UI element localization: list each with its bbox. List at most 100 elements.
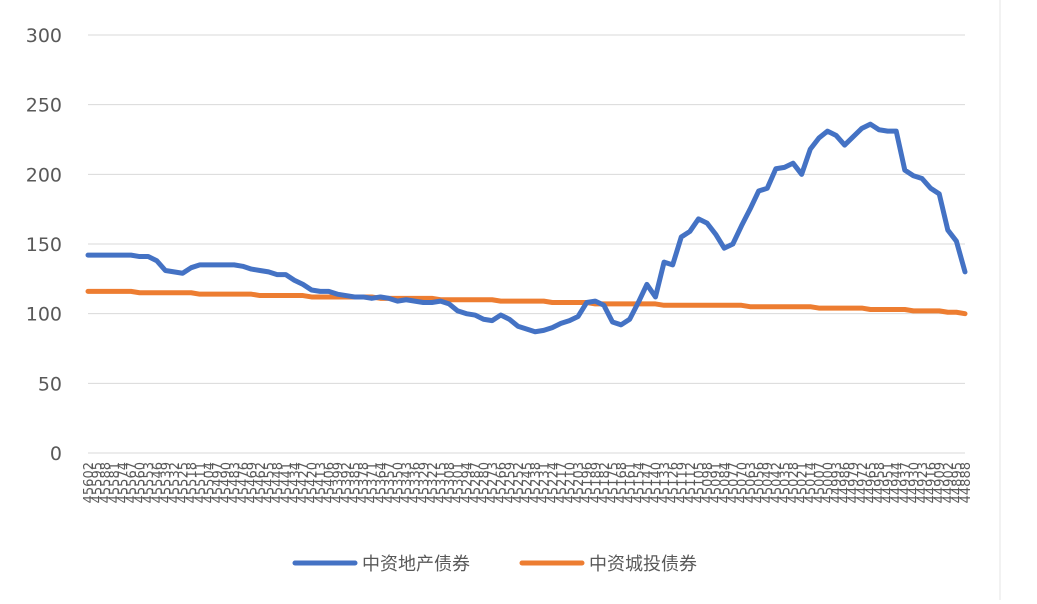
- x-tick-label: 44909: [933, 462, 948, 503]
- x-tick-label: 45490: [220, 462, 235, 503]
- x-tick-label: 45322: [426, 462, 441, 503]
- x-tick-label: 45315: [435, 462, 450, 503]
- x-tick-label: 45084: [718, 462, 733, 503]
- x-tick-label: 45280: [478, 462, 493, 503]
- x-tick-label: 45000: [821, 462, 836, 503]
- y-tick-label: 50: [38, 373, 62, 395]
- x-tick-label: 44979: [847, 462, 862, 503]
- x-tick-label: 45168: [615, 462, 630, 503]
- x-tick-label: 45231: [538, 462, 553, 503]
- x-tick-label: 44916: [925, 462, 940, 503]
- x-tick-label: 44972: [856, 462, 871, 503]
- x-tick-label: 45063: [744, 462, 759, 503]
- x-tick-label: 45161: [624, 462, 639, 503]
- x-tick-label: 45273: [486, 462, 501, 503]
- x-tick-label: 45413: [314, 462, 329, 503]
- x-tick-label: 45259: [503, 462, 518, 503]
- x-tick-label: 45546: [151, 462, 166, 503]
- x-tick-label: 45371: [366, 462, 381, 503]
- x-tick-label: 45196: [581, 462, 596, 503]
- x-tick-label: 45189: [589, 462, 604, 503]
- x-tick-label: 45091: [710, 462, 725, 503]
- x-tick-label: 44930: [907, 462, 922, 503]
- x-tick-label: 45119: [675, 462, 690, 503]
- x-tick-label: 45518: [185, 462, 200, 503]
- x-tick-label: 45133: [658, 462, 673, 503]
- x-tick-label: 45049: [761, 462, 776, 503]
- x-tick-label: 45098: [701, 462, 716, 503]
- x-tick-label: 44993: [830, 462, 845, 503]
- x-tick-label: 44986: [839, 462, 854, 503]
- x-tick-label: 45350: [392, 462, 407, 503]
- x-tick-label: 45140: [649, 462, 664, 503]
- x-tick-label: 45007: [813, 462, 828, 503]
- x-tick-label: 44958: [873, 462, 888, 503]
- x-tick-label: 45567: [125, 462, 140, 503]
- x-tick-label: 45175: [606, 462, 621, 503]
- x-tick-label: 45469: [245, 462, 260, 503]
- x-tick-label: 44951: [882, 462, 897, 503]
- x-tick-label: 45560: [134, 462, 149, 503]
- x-tick-label: 45014: [804, 462, 819, 503]
- x-tick-label: 45385: [349, 462, 364, 503]
- series-line: [85, 121, 968, 335]
- x-tick-label: 45497: [211, 462, 226, 503]
- x-tick-label: 45336: [409, 462, 424, 503]
- x-tick-label: 44888: [959, 462, 974, 503]
- x-tick-label: 45420: [306, 462, 321, 503]
- legend-label: 中资地产债券: [362, 554, 470, 575]
- x-tick-label: 45266: [495, 462, 510, 503]
- y-tick-label: 0: [50, 443, 62, 465]
- x-tick-label: 45217: [555, 462, 570, 503]
- x-tick-label: 45532: [168, 462, 183, 503]
- x-tick-label: 45238: [529, 462, 544, 503]
- x-tick-label: 45364: [374, 462, 389, 503]
- x-tick-label: 45462: [254, 462, 269, 503]
- x-tick-label: 45308: [443, 462, 458, 503]
- x-tick-label: 45112: [684, 462, 699, 503]
- x-tick-label: 45203: [572, 462, 587, 503]
- x-tick-label: 45105: [692, 462, 707, 503]
- x-tick-label: 45329: [417, 462, 432, 503]
- x-tick-label: 45252: [512, 462, 527, 503]
- x-tick-label: 44902: [942, 462, 957, 503]
- x-tick-label: 45126: [667, 462, 682, 503]
- x-tick-label: 45070: [735, 462, 750, 503]
- x-tick-label: 45210: [563, 462, 578, 503]
- x-tick-label: 44895: [950, 462, 965, 503]
- x-tick-label: 45602: [82, 462, 97, 503]
- y-tick-label: 250: [26, 95, 62, 117]
- x-tick-label: 45588: [99, 462, 114, 503]
- x-tick-label: 45595: [91, 462, 106, 503]
- x-tick-label: 45399: [331, 462, 346, 503]
- x-tick-label: 45077: [727, 462, 742, 503]
- x-tick-label: 45476: [237, 462, 252, 503]
- x-tick-label: 45574: [116, 462, 131, 503]
- x-tick-label: 45357: [383, 462, 398, 503]
- x-tick-label: 45035: [778, 462, 793, 503]
- x-tick-label: 45301: [452, 462, 467, 503]
- x-tick-label: 45245: [521, 462, 536, 503]
- x-tick-label: 45427: [297, 462, 312, 503]
- x-tick-label: 44937: [899, 462, 914, 503]
- x-tick-label: 45224: [546, 462, 561, 503]
- x-tick-label: 45434: [288, 462, 303, 503]
- y-tick-label: 300: [26, 25, 62, 47]
- x-tick-label: 45392: [340, 462, 355, 503]
- x-tick-label: 45294: [460, 462, 475, 503]
- x-tick-label: 44965: [864, 462, 879, 503]
- x-tick-label: 45441: [280, 462, 295, 503]
- x-tick-label: 45028: [787, 462, 802, 503]
- x-tick-label: 45581: [108, 462, 123, 503]
- x-tick-label: 45448: [271, 462, 286, 503]
- y-tick-label: 100: [26, 304, 62, 326]
- x-tick-label: 45553: [142, 462, 157, 503]
- x-tick-label: 45455: [263, 462, 278, 503]
- x-tick-label: 45287: [469, 462, 484, 503]
- legend-label: 中资城投债券: [589, 554, 697, 575]
- x-tick-label: 45504: [202, 462, 217, 503]
- x-tick-label: 45539: [159, 462, 174, 503]
- x-tick-label: 44923: [916, 462, 931, 503]
- x-tick-label: 44944: [890, 462, 905, 503]
